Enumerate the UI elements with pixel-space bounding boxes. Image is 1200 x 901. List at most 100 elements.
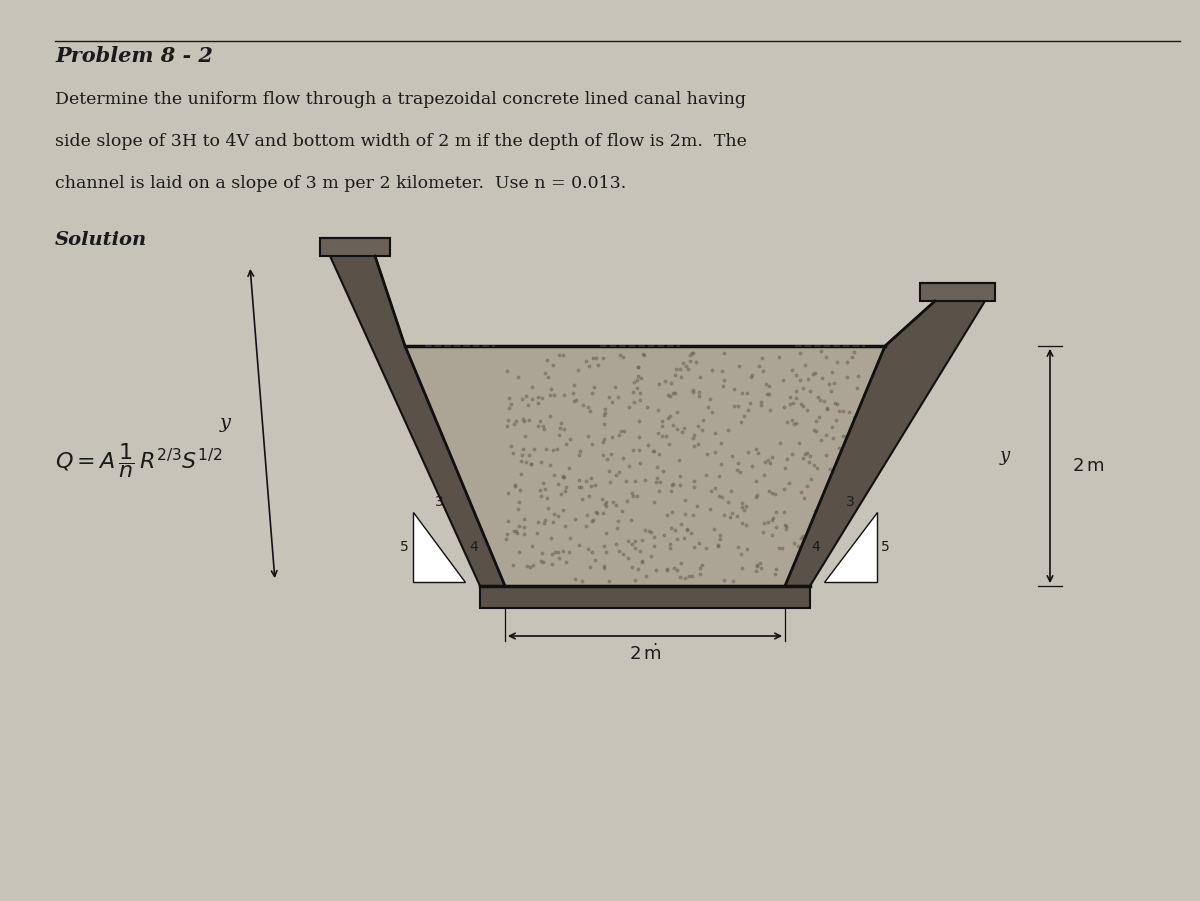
Point — [604, 495, 623, 509]
Point — [544, 515, 563, 530]
Point — [738, 445, 757, 460]
Point — [811, 433, 830, 448]
Point — [511, 454, 530, 469]
Point — [528, 419, 547, 433]
Point — [805, 366, 824, 380]
Point — [523, 558, 542, 572]
Point — [536, 441, 556, 456]
Point — [706, 481, 725, 496]
Point — [664, 477, 683, 491]
Point — [522, 539, 541, 553]
Polygon shape — [824, 512, 877, 582]
Point — [577, 507, 596, 522]
Point — [644, 496, 664, 510]
Point — [701, 392, 720, 406]
Point — [538, 500, 557, 514]
Point — [766, 487, 785, 501]
Point — [595, 561, 614, 576]
Point — [672, 425, 691, 440]
Point — [610, 464, 629, 478]
Point — [538, 353, 557, 368]
Point — [617, 474, 636, 488]
Point — [521, 560, 540, 575]
Point — [624, 488, 643, 503]
Point — [754, 364, 773, 378]
Point — [713, 364, 732, 378]
Point — [661, 376, 680, 390]
Point — [629, 430, 648, 444]
Point — [834, 429, 853, 443]
Point — [856, 387, 875, 401]
Text: Determine the uniform flow through a trapezoidal concrete lined canal having: Determine the uniform flow through a tra… — [55, 91, 746, 108]
Point — [752, 561, 772, 576]
Point — [671, 556, 690, 570]
Point — [848, 369, 868, 384]
Point — [622, 513, 641, 527]
Point — [662, 478, 682, 492]
Point — [820, 377, 839, 391]
Point — [635, 348, 654, 362]
Point — [581, 478, 600, 493]
Point — [506, 414, 526, 428]
Point — [773, 373, 792, 387]
Point — [684, 474, 703, 488]
Point — [821, 462, 840, 477]
Point — [782, 447, 802, 461]
Point — [649, 484, 668, 498]
Polygon shape — [920, 283, 995, 301]
Point — [588, 358, 607, 372]
Point — [521, 457, 540, 471]
Point — [756, 455, 775, 469]
Point — [749, 446, 768, 460]
Text: channel is laid on a slope of 3 m per 2 kilometer.  Use n = 0.013.: channel is laid on a slope of 3 m per 2 … — [55, 175, 626, 192]
Point — [658, 507, 677, 522]
Point — [649, 377, 668, 391]
Point — [557, 555, 576, 569]
Point — [793, 450, 812, 465]
Point — [602, 430, 622, 444]
Point — [539, 370, 558, 385]
Text: side slope of 3H to 4V and bottom width of 2 m if the depth of flow is 2m.  The: side slope of 3H to 4V and bottom width … — [55, 133, 746, 150]
Point — [553, 544, 572, 559]
Point — [534, 555, 553, 569]
Point — [529, 514, 548, 529]
Point — [690, 370, 709, 385]
Point — [582, 514, 601, 528]
Point — [796, 359, 815, 373]
Point — [582, 437, 601, 451]
Point — [800, 449, 820, 463]
Point — [631, 371, 650, 386]
Point — [578, 429, 598, 443]
Point — [683, 345, 702, 359]
Point — [542, 547, 562, 561]
Point — [630, 456, 649, 470]
Point — [799, 455, 818, 469]
Point — [581, 470, 600, 485]
Point — [644, 539, 664, 553]
Point — [523, 391, 542, 405]
Point — [808, 460, 827, 475]
Point — [664, 418, 683, 432]
Point — [598, 451, 617, 466]
Point — [689, 536, 708, 551]
Point — [619, 551, 638, 565]
Point — [667, 422, 686, 436]
Point — [569, 538, 588, 552]
Point — [815, 394, 834, 408]
Point — [767, 562, 786, 577]
Point — [792, 396, 811, 411]
Point — [684, 382, 703, 396]
Point — [709, 539, 728, 553]
Point — [800, 472, 820, 487]
Point — [631, 386, 650, 400]
Point — [656, 429, 676, 443]
Point — [781, 389, 800, 404]
Point — [540, 458, 559, 472]
Point — [551, 415, 570, 430]
Point — [596, 545, 616, 560]
Point — [556, 437, 575, 451]
Point — [689, 436, 708, 450]
Point — [665, 368, 684, 382]
Point — [530, 482, 550, 496]
Point — [766, 567, 785, 581]
